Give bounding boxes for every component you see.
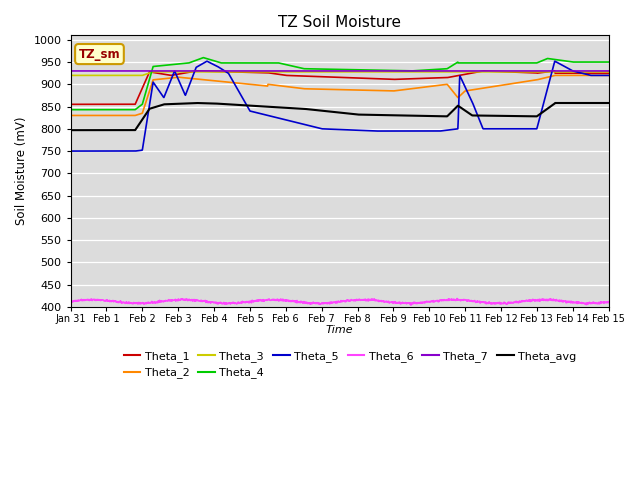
Line: Theta_6: Theta_6 xyxy=(70,299,609,305)
Theta_4 xyxy=(200,55,207,60)
Theta_2 xyxy=(316,86,323,92)
Theta_6 xyxy=(316,301,323,307)
Theta_1 xyxy=(67,101,74,107)
Theta_2 xyxy=(295,85,303,91)
Theta_4 xyxy=(295,65,303,71)
Theta_3 xyxy=(307,69,314,75)
Theta_4 xyxy=(373,67,381,73)
Theta_1 xyxy=(307,73,314,79)
Theta_4 xyxy=(605,59,612,65)
Theta_avg xyxy=(373,112,381,118)
Line: Theta_2: Theta_2 xyxy=(70,75,609,116)
Theta_avg xyxy=(316,108,323,113)
Theta_avg xyxy=(108,127,116,133)
Y-axis label: Soil Moisture (mV): Soil Moisture (mV) xyxy=(15,117,28,225)
Theta_7 xyxy=(131,68,138,74)
Theta_3 xyxy=(131,72,138,78)
Theta_6 xyxy=(373,298,381,303)
Theta_5 xyxy=(316,126,324,132)
Theta_1 xyxy=(193,68,200,74)
Theta_1 xyxy=(605,70,612,76)
Theta_avg xyxy=(551,100,559,106)
Theta_6 xyxy=(407,302,415,308)
Theta_3 xyxy=(605,69,612,75)
Line: Theta_1: Theta_1 xyxy=(70,71,609,104)
Theta_2 xyxy=(373,88,381,94)
Theta_7 xyxy=(295,68,303,74)
Theta_4 xyxy=(108,107,116,112)
Theta_7 xyxy=(306,68,314,74)
Theta_5 xyxy=(295,120,303,126)
Theta_avg xyxy=(131,127,138,133)
Theta_6 xyxy=(67,299,74,304)
Theta_5 xyxy=(67,148,74,154)
Theta_4 xyxy=(316,66,324,72)
Theta_3 xyxy=(149,69,157,75)
Theta_5 xyxy=(605,72,612,78)
Line: Theta_3: Theta_3 xyxy=(70,72,609,75)
Theta_4 xyxy=(307,66,314,72)
Theta_6 xyxy=(306,300,314,306)
Theta_4 xyxy=(67,107,74,112)
Theta_6 xyxy=(108,298,116,304)
Theta_5 xyxy=(203,58,211,64)
Theta_6 xyxy=(131,300,138,306)
Theta_6 xyxy=(605,300,612,305)
Theta_2 xyxy=(67,113,74,119)
Theta_avg xyxy=(306,107,314,112)
Theta_2 xyxy=(605,72,612,78)
Theta_3 xyxy=(295,69,303,75)
Theta_1 xyxy=(108,101,116,107)
Theta_5 xyxy=(108,148,116,154)
Theta_7 xyxy=(316,68,323,74)
Theta_3 xyxy=(108,72,116,78)
Theta_1 xyxy=(131,101,138,107)
Theta_3 xyxy=(67,72,74,78)
Theta_3 xyxy=(373,69,381,75)
Line: Theta_5: Theta_5 xyxy=(70,61,609,151)
Theta_avg xyxy=(295,106,303,111)
Theta_7 xyxy=(108,68,116,74)
Theta_1 xyxy=(295,73,303,79)
Theta_1 xyxy=(373,76,381,82)
Theta_3 xyxy=(316,69,324,75)
Theta_6 xyxy=(295,299,303,305)
Theta_1 xyxy=(316,74,324,80)
Theta_2 xyxy=(306,86,314,92)
Theta_avg xyxy=(605,100,612,106)
Theta_6 xyxy=(453,296,461,301)
Theta_2 xyxy=(131,113,138,119)
X-axis label: Time: Time xyxy=(326,325,353,335)
Theta_avg xyxy=(67,127,74,133)
Line: Theta_avg: Theta_avg xyxy=(70,103,609,130)
Theta_5 xyxy=(373,128,381,134)
Theta_5 xyxy=(131,148,138,154)
Legend: Theta_1, Theta_2, Theta_3, Theta_4, Theta_5, Theta_6, Theta_7, Theta_avg: Theta_1, Theta_2, Theta_3, Theta_4, Thet… xyxy=(119,347,581,383)
Theta_4 xyxy=(131,107,138,112)
Theta_7 xyxy=(605,68,612,74)
Line: Theta_4: Theta_4 xyxy=(70,58,609,109)
Title: TZ Soil Moisture: TZ Soil Moisture xyxy=(278,15,401,30)
Theta_7 xyxy=(67,68,74,74)
Theta_2 xyxy=(551,72,559,78)
Theta_7 xyxy=(373,68,381,74)
Theta_2 xyxy=(108,113,116,119)
Theta_5 xyxy=(307,123,314,129)
Text: TZ_sm: TZ_sm xyxy=(79,48,120,60)
